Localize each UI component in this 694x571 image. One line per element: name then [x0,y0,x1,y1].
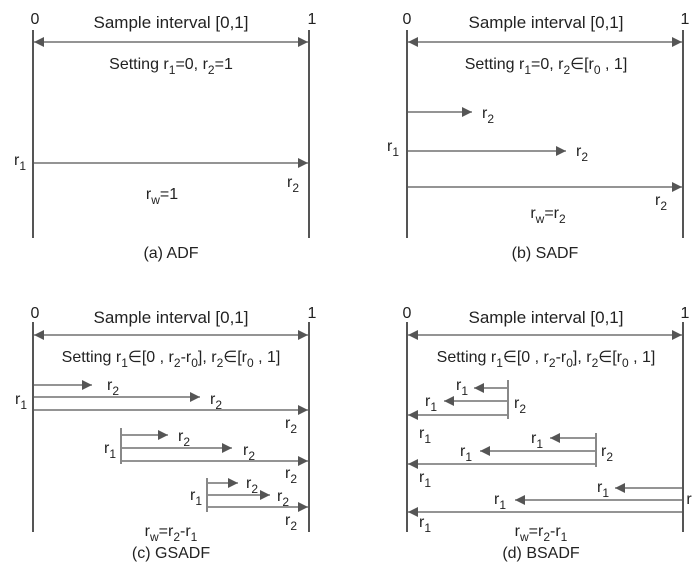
caption-sadf: (b) SADF [512,245,579,262]
label-zero: 0 [403,11,412,28]
label-r2: r2 [287,174,299,195]
setting-label: Setting r1=0, r2=1 [109,56,233,77]
caption-bsadf: (d) BSADF [502,545,580,562]
label-r1: r1 [15,391,27,412]
label-one: 1 [308,305,317,322]
label-r2: r2 [482,105,494,126]
label-r2: r2 [246,475,258,496]
setting-label: Setting r1∈[0 , r2-r0], r2∈[r0 , 1] [62,349,281,370]
interval-label: Sample interval [0,1] [469,13,624,32]
label-r1: r1 [190,487,202,508]
panel-adf: 0 1 Sample interval [0,1] Setting r1=0, … [14,11,317,262]
label-r2: r2 [107,377,119,398]
label-r1: r1 [387,138,399,159]
label-r2: r2 [285,415,297,436]
label-r1: r1 [419,469,431,490]
label-zero: 0 [31,11,40,28]
label-r1: r1 [456,377,468,398]
label-r1: r1 [460,443,472,464]
label-r2: r2 [285,512,297,533]
label-one: 1 [308,11,317,28]
interval-label: Sample interval [0,1] [469,308,624,327]
label-r2: r2 [210,391,222,412]
label-r1: r1 [104,440,116,461]
setting-label: Setting r1=0, r2∈[r0 , 1] [465,56,628,77]
label-one: 1 [681,305,690,322]
label-r1: r1 [531,430,543,451]
caption-adf: (a) ADF [143,245,198,262]
label-r2: r2 [243,442,255,463]
label-r2: r2 [655,192,667,213]
setting-label: Setting r1∈[0 , r2-r0], r2∈[r0 , 1] [437,349,656,370]
rw-label: rw=r2-r1 [515,523,568,544]
label-r2: r2 [277,488,289,509]
label-r1: r1 [597,479,609,500]
label-r1: r1 [494,491,506,512]
label-r2: r2 [514,395,526,416]
label-r1: r1 [14,152,26,173]
label-r1: r1 [425,393,437,414]
panel-gsadf: 0 1 Sample interval [0,1] Setting r1∈[0 … [15,305,317,562]
label-r2: r2 [576,143,588,164]
interval-label: Sample interval [0,1] [94,308,249,327]
label-r-edge: r [686,491,692,508]
rw-label: rw=1 [146,186,178,207]
label-one: 1 [681,11,690,28]
rw-label: rw=r2-r1 [145,523,198,544]
rw-label: rw=r2 [530,205,566,226]
interval-label: Sample interval [0,1] [94,13,249,32]
caption-gsadf: (c) GSADF [132,545,210,562]
label-r1: r1 [419,425,431,446]
label-r1: r1 [419,514,431,535]
label-zero: 0 [31,305,40,322]
label-r2: r2 [285,465,297,486]
panel-sadf: 0 1 Sample interval [0,1] Setting r1=0, … [387,11,690,262]
label-r2: r2 [178,428,190,449]
panel-bsadf: 0 1 Sample interval [0,1] Setting r1∈[0 … [403,305,693,562]
label-zero: 0 [403,305,412,322]
label-r2: r2 [601,443,613,464]
